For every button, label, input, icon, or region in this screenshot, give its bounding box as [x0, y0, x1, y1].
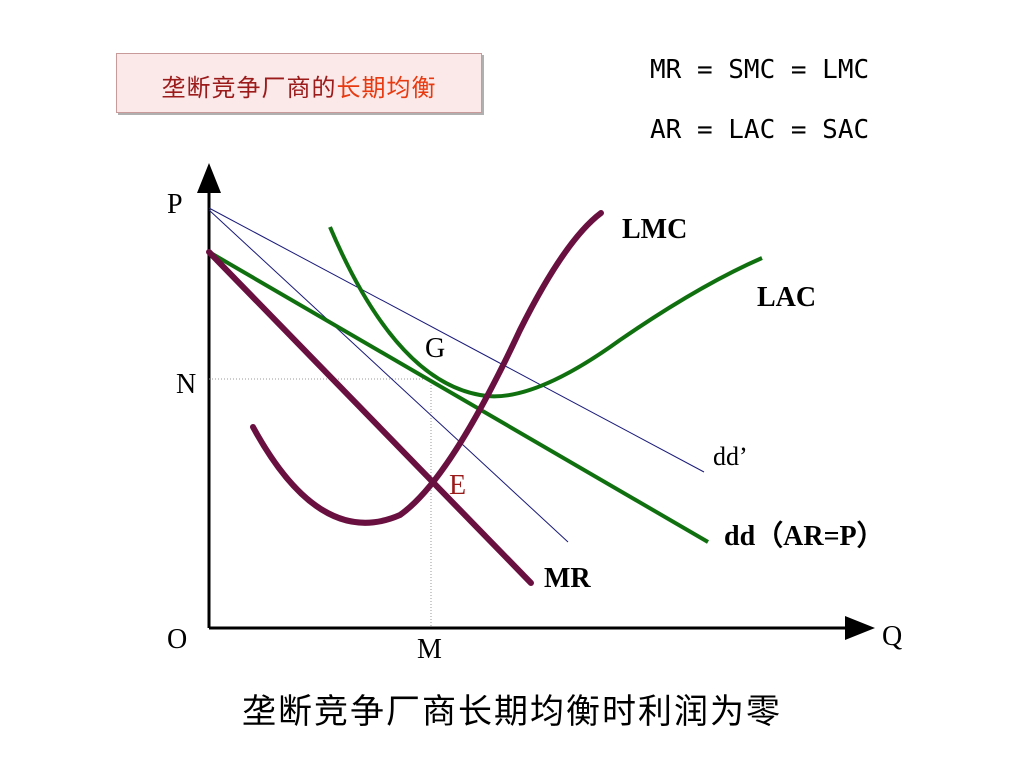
n-label: N: [176, 369, 196, 400]
dd-prime-curve: [208, 207, 705, 473]
conclusion-text: 垄断竞争厂商长期均衡时利润为零: [242, 692, 782, 732]
m-label: M: [417, 634, 442, 665]
title-part-2: 长期均衡: [336, 74, 437, 102]
q-axis-label: Q: [882, 621, 902, 652]
dd-prime-label: dd’: [713, 442, 748, 471]
origin-label: O: [167, 624, 187, 655]
dd-label: dd（AR=P）: [724, 519, 885, 552]
p-axis-label: P: [167, 189, 183, 220]
mr-label: MR: [544, 563, 591, 594]
steep-demand-line: [208, 209, 569, 543]
lac-curve: [328, 226, 763, 399]
e-point-label: E: [449, 470, 466, 501]
title-part-1: 垄断竞争厂商的: [161, 74, 337, 102]
lmc-label: LMC: [622, 214, 687, 245]
dd-curve: [207, 250, 710, 544]
title-box: 垄断竞争厂商的长期均衡: [116, 53, 482, 113]
slide-title: 垄断竞争厂商的长期均衡: [117, 68, 481, 103]
formula-mr: MR = SMC = LMC: [650, 55, 870, 85]
formula-ar: AR = LAC = SAC: [650, 115, 870, 145]
g-point-label: G: [425, 333, 445, 364]
lac-label: LAC: [757, 282, 816, 313]
mr-curve: [206, 249, 534, 586]
lmc-curve: [250, 210, 604, 526]
